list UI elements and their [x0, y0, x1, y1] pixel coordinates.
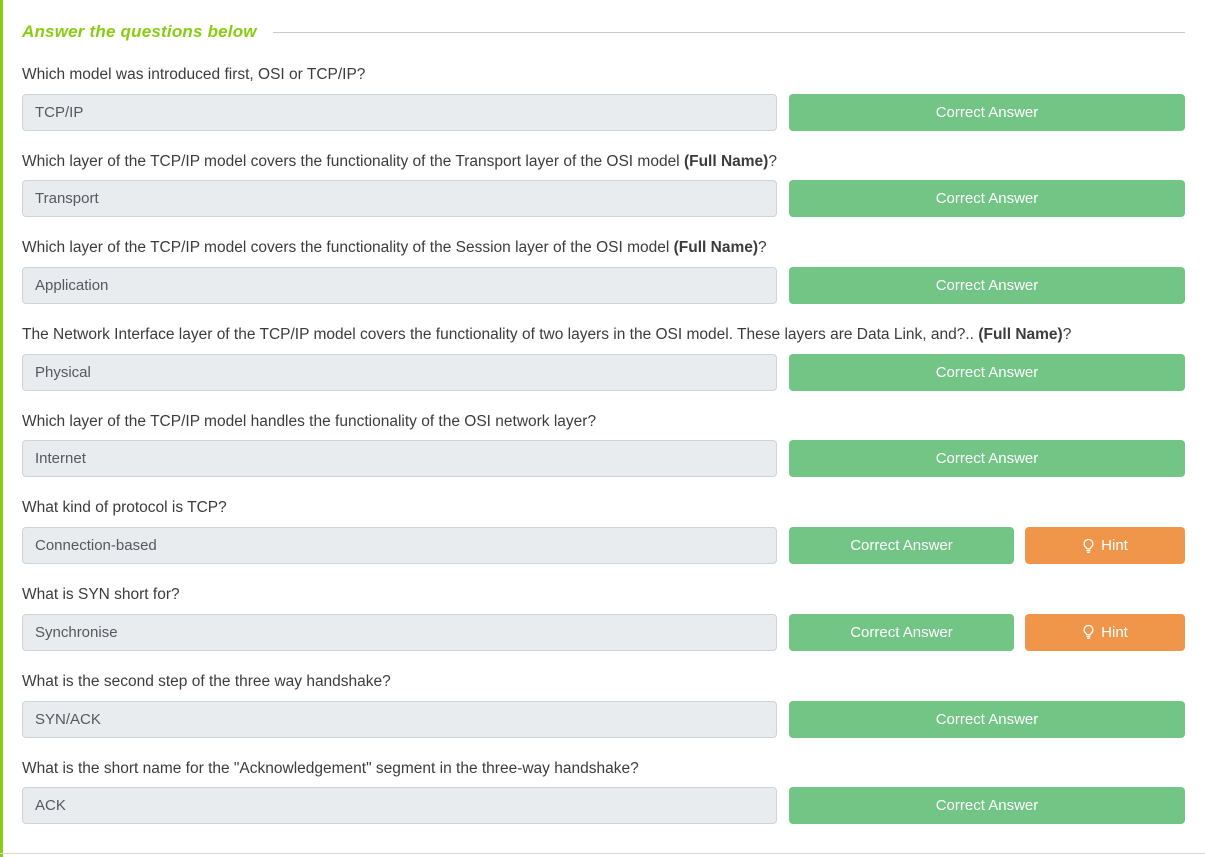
correct-answer-button[interactable]: Correct Answer [789, 440, 1185, 478]
question-block: Which layer of the TCP/IP model covers t… [22, 151, 1185, 218]
question-text-part: Which model was introduced first, OSI or… [22, 66, 366, 83]
question-text-suffix: ? [758, 239, 767, 257]
question-text: Which layer of the TCP/IP model covers t… [22, 151, 1185, 173]
question-text: Which model was introduced first, OSI or… [22, 64, 1185, 86]
question-text-part: What kind of protocol is TCP? [22, 499, 227, 517]
answer-input[interactable] [22, 700, 777, 738]
question-block: What is the short name for the "Acknowle… [22, 758, 1185, 825]
correct-answer-button[interactable]: Correct Answer [789, 180, 1185, 218]
answer-input[interactable] [22, 440, 777, 478]
question-text-bold: (Full Name) [978, 326, 1063, 344]
question-text-bold: (Full Name) [673, 239, 759, 257]
question-block: The Network Interface layer of the TCP/I… [22, 324, 1185, 391]
button-group: Correct Answer [789, 787, 1185, 825]
question-block: What kind of protocol is TCP? Correct An… [22, 497, 1185, 565]
answer-input[interactable] [22, 787, 777, 825]
question-text-part: Which layer of the TCP/IP model handles … [22, 412, 597, 430]
correct-answer-button[interactable]: Correct Answer [789, 700, 1185, 738]
answer-input[interactable] [22, 180, 777, 218]
button-group: Correct Answer [789, 440, 1185, 478]
correct-answer-button[interactable]: Correct Answer [789, 353, 1185, 391]
section-header: Answer the questions below [22, 22, 1185, 42]
question-text-part: What is the short name for the "Acknowle… [22, 759, 639, 777]
question-text: What is the second step of the three way… [22, 671, 1185, 693]
button-group: Correct Answer Hint [789, 613, 1185, 651]
question-text: The Network Interface layer of the TCP/I… [22, 324, 1185, 346]
hint-button[interactable]: Hint [1025, 527, 1185, 565]
answer-input[interactable] [22, 613, 777, 651]
question-text-suffix: ? [768, 152, 777, 170]
question-text: What kind of protocol is TCP? [22, 497, 1185, 519]
lightbulb-icon [1082, 624, 1095, 640]
question-text: Which layer of the TCP/IP model handles … [22, 411, 1185, 433]
question-block: What is SYN short for? Correct Answer Hi… [22, 584, 1185, 651]
question-text: What is the short name for the "Acknowle… [22, 758, 1185, 780]
button-group: Correct Answer [789, 267, 1185, 305]
correct-answer-button[interactable]: Correct Answer [789, 267, 1185, 305]
hint-label: Hint [1101, 623, 1128, 641]
header-divider [272, 31, 1185, 33]
correct-answer-button[interactable]: Correct Answer [789, 787, 1185, 825]
question-block: Which model was introduced first, OSI or… [22, 64, 1185, 131]
hint-label: Hint [1101, 537, 1128, 555]
question-text-part: Which layer of the TCP/IP model covers t… [22, 152, 684, 170]
question-block: Which layer of the TCP/IP model covers t… [22, 237, 1185, 305]
correct-answer-button[interactable]: Correct Answer [789, 613, 1014, 651]
lightbulb-icon [1082, 538, 1095, 554]
question-text-part: The Network Interface layer of the TCP/I… [22, 326, 979, 344]
answer-input[interactable] [22, 93, 777, 131]
section-title: Answer the questions below [22, 22, 257, 41]
question-text: What is SYN short for? [22, 584, 1185, 606]
button-group: Correct Answer [789, 353, 1185, 391]
question-text-part: What is SYN short for? [22, 586, 180, 604]
hint-button[interactable]: Hint [1025, 613, 1185, 651]
question-text: Which layer of the TCP/IP model covers t… [22, 237, 1185, 259]
button-group: Correct Answer Hint [789, 527, 1185, 565]
question-text-suffix: ? [1062, 326, 1072, 344]
question-text-part: What is the second step of the three way… [22, 672, 391, 690]
answer-input[interactable] [22, 267, 777, 305]
question-block: What is the second step of the three way… [22, 671, 1185, 738]
correct-answer-button[interactable]: Correct Answer [789, 527, 1014, 565]
question-block: Which layer of the TCP/IP model handles … [22, 411, 1185, 478]
question-text-part: Which layer of the TCP/IP model covers t… [22, 239, 674, 257]
button-group: Correct Answer [789, 700, 1185, 738]
correct-answer-button[interactable]: Correct Answer [789, 93, 1185, 131]
button-group: Correct Answer [789, 180, 1185, 218]
answer-input[interactable] [22, 527, 777, 565]
question-text-bold: (Full Name) [683, 152, 769, 170]
bottom-divider [0, 853, 1205, 854]
answer-input[interactable] [22, 353, 777, 391]
button-group: Correct Answer [789, 93, 1185, 131]
